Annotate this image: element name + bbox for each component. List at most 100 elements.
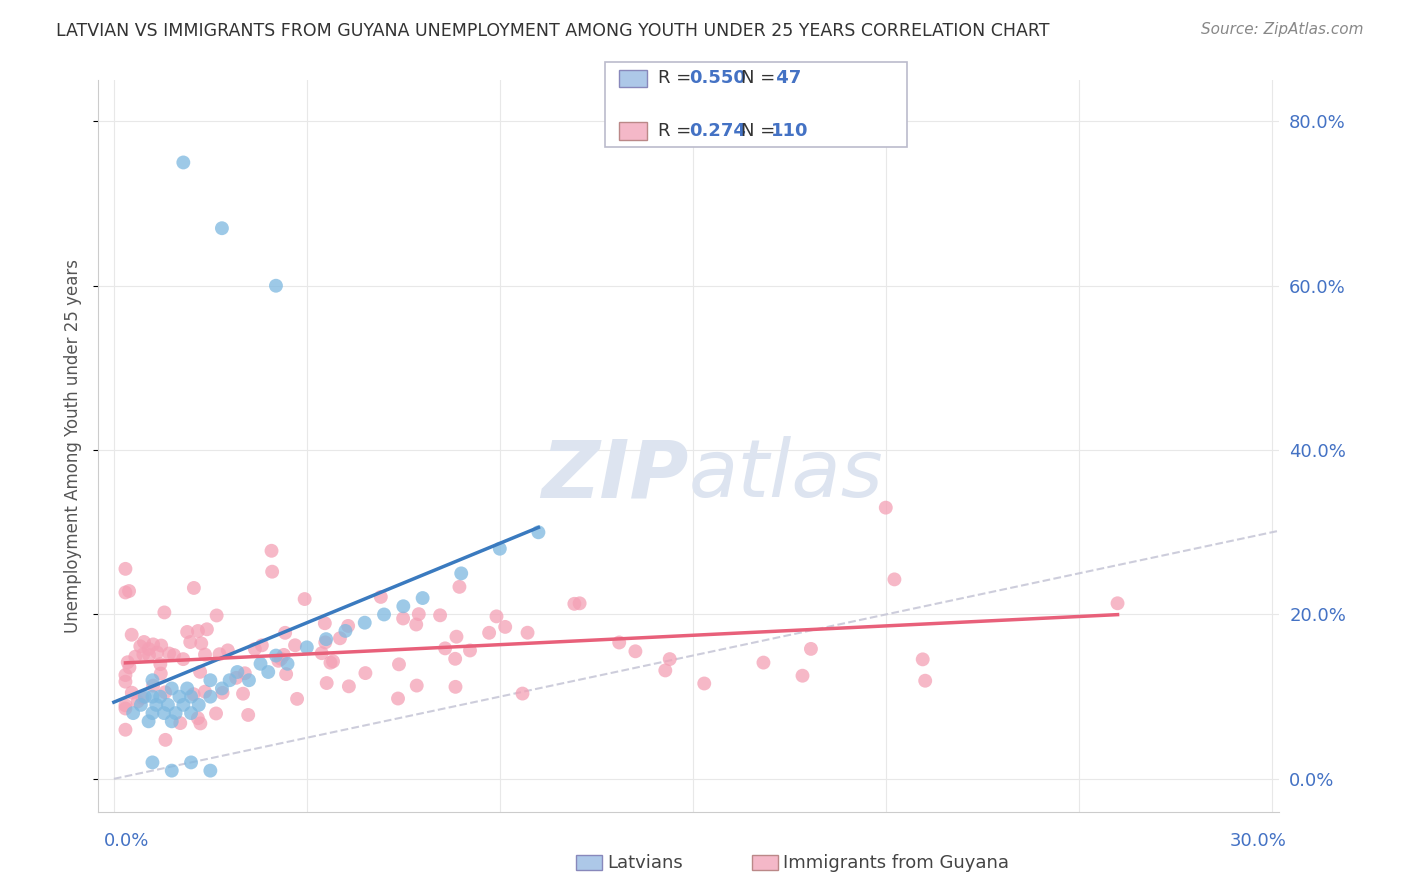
Point	[156, 698, 179, 712]
Point	[654, 664, 676, 678]
Point	[172, 652, 194, 666]
Point	[153, 685, 176, 699]
Point	[114, 723, 136, 737]
Point	[165, 706, 187, 720]
Point	[243, 642, 266, 657]
Text: atlas: atlas	[689, 436, 884, 515]
Point	[353, 615, 375, 630]
Point	[180, 756, 202, 770]
Point	[238, 708, 260, 723]
Point	[294, 592, 316, 607]
Point	[160, 764, 183, 778]
Point	[114, 585, 136, 599]
Point	[163, 648, 186, 662]
Point	[217, 643, 239, 657]
Point	[264, 278, 287, 293]
Point	[295, 640, 318, 655]
Point	[1107, 596, 1129, 610]
Point	[200, 764, 222, 778]
Point	[211, 686, 233, 700]
Point	[914, 673, 936, 688]
Point	[792, 669, 814, 683]
Point	[335, 624, 357, 638]
Point	[118, 584, 141, 599]
Point	[315, 676, 337, 690]
Text: ZIP: ZIP	[541, 436, 689, 515]
Point	[114, 674, 136, 689]
Point	[233, 666, 256, 681]
Point	[157, 647, 180, 661]
Point	[249, 657, 271, 671]
Point	[127, 694, 149, 708]
Point	[129, 640, 152, 654]
Point	[405, 679, 427, 693]
Point	[138, 642, 160, 657]
Point	[218, 673, 240, 688]
Point	[250, 638, 273, 652]
Point	[314, 616, 336, 631]
Point	[315, 632, 337, 647]
Point	[800, 641, 823, 656]
Point	[187, 711, 209, 725]
Text: 0.0%: 0.0%	[104, 832, 149, 850]
Point	[172, 155, 194, 169]
Point	[322, 654, 344, 668]
Text: Latvians: Latvians	[607, 854, 683, 871]
Point	[145, 698, 167, 712]
Point	[225, 671, 247, 685]
Point	[138, 648, 160, 662]
Point	[354, 666, 377, 681]
Point	[194, 648, 217, 662]
Point	[114, 562, 136, 576]
Point	[262, 565, 284, 579]
Point	[187, 698, 209, 712]
Point	[494, 620, 516, 634]
Point	[183, 581, 205, 595]
Point	[183, 687, 205, 701]
Point	[114, 701, 136, 715]
Point	[388, 657, 411, 672]
Point	[373, 607, 395, 622]
Point	[624, 644, 647, 658]
Point	[160, 681, 183, 696]
Text: 30.0%: 30.0%	[1230, 832, 1286, 850]
Point	[146, 646, 169, 660]
Point	[121, 628, 143, 642]
Point	[693, 676, 716, 690]
Point	[329, 632, 352, 646]
Point	[150, 639, 173, 653]
Point	[270, 652, 292, 666]
Point	[337, 619, 360, 633]
Point	[141, 673, 163, 688]
Point	[205, 608, 228, 623]
Point	[179, 635, 201, 649]
Point	[195, 622, 218, 636]
Text: 110: 110	[770, 122, 808, 140]
Point	[277, 657, 299, 671]
Point	[200, 690, 222, 704]
Point	[257, 665, 280, 679]
Point	[141, 690, 163, 704]
Point	[190, 716, 212, 731]
Text: Source: ZipAtlas.com: Source: ZipAtlas.com	[1201, 22, 1364, 37]
Point	[311, 646, 333, 660]
Point	[370, 590, 392, 604]
Point	[392, 611, 415, 625]
Point	[429, 608, 451, 623]
Point	[658, 652, 681, 666]
Text: 47: 47	[770, 70, 801, 87]
Point	[434, 641, 457, 656]
Point	[122, 706, 145, 720]
Point	[408, 607, 430, 621]
Point	[875, 500, 897, 515]
Point	[211, 681, 233, 696]
Point	[314, 635, 336, 649]
Point	[172, 698, 194, 712]
Point	[458, 643, 481, 657]
Point	[200, 673, 222, 688]
Point	[114, 668, 136, 682]
Point	[141, 706, 163, 720]
Point	[276, 667, 298, 681]
Point	[911, 652, 934, 666]
Text: 0.274: 0.274	[689, 122, 745, 140]
